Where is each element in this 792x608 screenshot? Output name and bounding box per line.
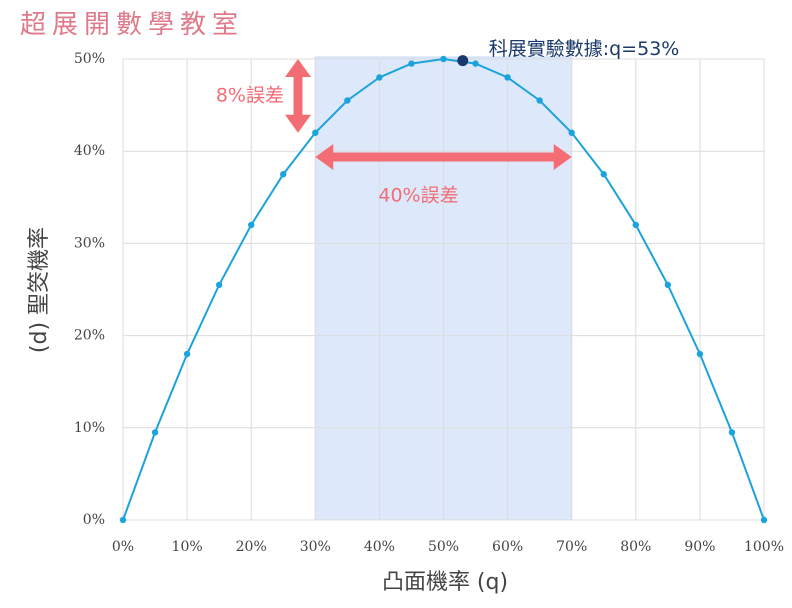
- data-point: [760, 516, 768, 524]
- chart-title: 超展開數學教室: [20, 10, 244, 40]
- data-point: [600, 171, 607, 178]
- y-tick-label: 30%: [74, 235, 105, 251]
- data-point: [151, 429, 159, 436]
- x-tick-label: 100%: [744, 539, 784, 555]
- data-point: [183, 350, 191, 358]
- data-point: [119, 516, 127, 524]
- x-tick-label: 90%: [684, 539, 715, 555]
- data-point: [248, 221, 255, 229]
- y-tick-label: 0%: [83, 512, 105, 528]
- data-point: [408, 60, 415, 67]
- data-point: [696, 350, 704, 358]
- y-tick-label: 50%: [74, 51, 105, 67]
- y-tick-label: 40%: [74, 143, 105, 159]
- x-tick-label: 60%: [492, 539, 523, 555]
- data-point: [568, 129, 575, 136]
- error-arrow: [285, 59, 311, 133]
- x-tick-label: 40%: [364, 539, 395, 555]
- data-point: [472, 60, 479, 67]
- x-tick-label: 10%: [172, 539, 203, 555]
- error-label: 8%誤差: [216, 84, 284, 106]
- x-tick-label: 30%: [300, 539, 331, 555]
- y-tick-label: 20%: [74, 328, 105, 344]
- data-point: [376, 74, 383, 81]
- data-point: [728, 429, 736, 436]
- data-point: [440, 55, 447, 63]
- data-point: [664, 281, 672, 289]
- x-axis-label: 凸面機率 (q): [382, 570, 508, 595]
- x-tick-label: 80%: [620, 539, 651, 555]
- data-point: [536, 97, 543, 104]
- error-arrow: [315, 144, 572, 170]
- data-point: [632, 221, 639, 229]
- error-label: 40%誤差: [378, 185, 458, 207]
- experiment-point: [457, 55, 469, 67]
- experiment-label: 科展實驗數據:q=53%: [489, 38, 680, 60]
- x-tick-label: 0%: [112, 539, 134, 555]
- x-tick-label: 20%: [236, 539, 267, 555]
- data-point: [344, 97, 351, 104]
- data-point: [312, 129, 319, 136]
- data-point: [215, 281, 223, 289]
- x-tick-label: 50%: [428, 539, 459, 555]
- data-point: [280, 171, 287, 178]
- y-axis-label: (d) 聖筊機率: [27, 227, 52, 353]
- data-point: [504, 74, 511, 81]
- x-tick-label: 70%: [556, 539, 587, 555]
- y-tick-label: 10%: [74, 420, 105, 436]
